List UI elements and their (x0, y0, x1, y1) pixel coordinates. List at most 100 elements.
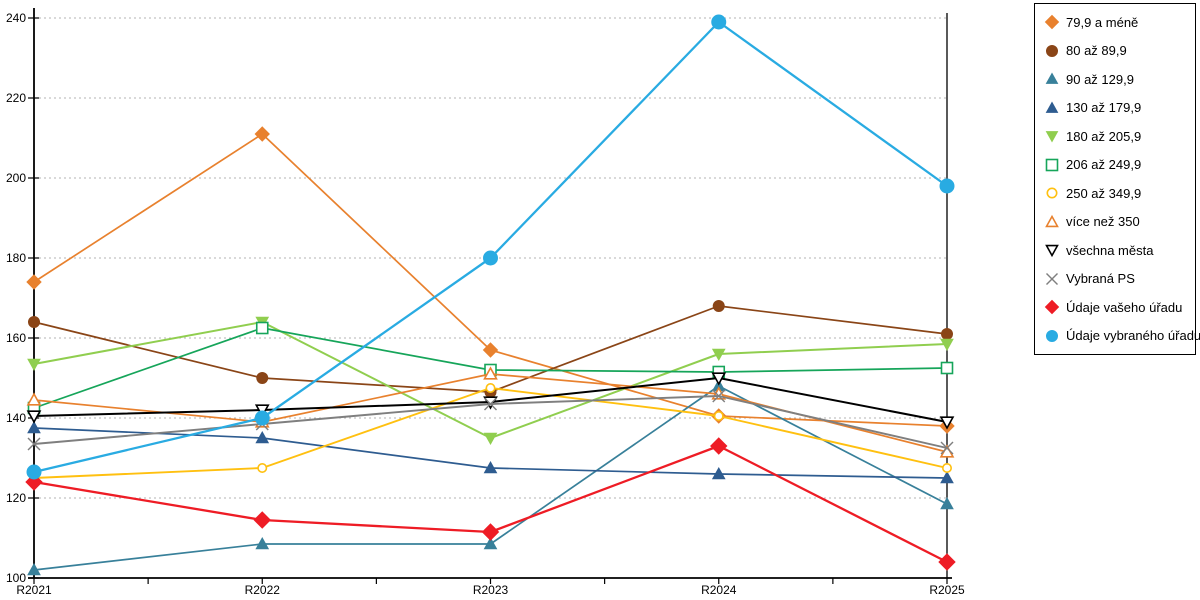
diamond-marker-icon (710, 437, 728, 455)
circle-marker-icon (483, 250, 498, 266)
circle-marker-icon (939, 178, 955, 194)
x-tick-label: R2023 (473, 583, 509, 597)
legend-marker-icon (1045, 72, 1059, 85)
y-tick-label: 160 (6, 331, 26, 345)
legend-item-8: všechna města (1043, 236, 1195, 264)
triangle-up-marker-icon (27, 562, 41, 576)
legend-marker-icon (1045, 131, 1059, 143)
diamond-marker-icon (938, 553, 956, 571)
legend-item-label: Údaje vašeho úřadu (1066, 299, 1183, 315)
triangle-down-marker-icon (940, 338, 954, 352)
legend-item-0: 79,9 a méně (1043, 8, 1195, 36)
legend-item-3: 130 až 179,9 (1043, 94, 1195, 122)
triangle-down-marker-icon (483, 432, 498, 446)
legend-marker-icon (1045, 245, 1059, 258)
x-tick-label: R2021 (16, 583, 52, 597)
legend-marker-icon (1046, 272, 1058, 285)
x-tick-label: R2024 (701, 583, 737, 597)
triangle-up-marker-icon (940, 470, 954, 484)
triangle-up-marker-icon (483, 536, 498, 550)
legend-marker-icon (1044, 300, 1060, 315)
diamond-marker-icon (26, 274, 42, 290)
legend-item-4: 180 až 205,9 (1043, 122, 1195, 150)
triangle-up-marker-icon (483, 366, 498, 380)
triangle-up-marker-icon (711, 466, 726, 480)
legend-item-2: 90 až 129,9 (1043, 65, 1195, 93)
legend-marker-icon (1044, 15, 1060, 30)
triangle-down-marker-icon (939, 416, 955, 430)
circle-marker-icon (26, 464, 42, 480)
y-tick-label: 140 (6, 411, 26, 425)
circle-marker-icon (712, 300, 725, 312)
legend-item-label: 206 až 249,9 (1066, 157, 1142, 173)
triangle-up-marker-icon (1045, 72, 1059, 85)
circle-marker-icon (1046, 187, 1058, 199)
circle-marker-icon (256, 372, 269, 384)
legend-item-label: 80 až 89,9 (1066, 43, 1127, 59)
legend-item-label: všechna města (1066, 242, 1154, 258)
triangle-down-marker-icon (27, 358, 41, 372)
circle-marker-icon (1046, 329, 1058, 342)
triangle-down-marker-icon (711, 372, 727, 386)
legend-item-7: více než 350 (1043, 208, 1195, 236)
legend-marker-icon (1046, 187, 1058, 199)
diamond-marker-icon (253, 511, 271, 529)
triangle-down-marker-icon (1045, 245, 1059, 258)
square-marker-icon (255, 321, 269, 335)
diamond-marker-icon (482, 342, 499, 358)
diamond-marker-icon (254, 126, 270, 142)
circle-marker-icon (28, 316, 40, 328)
legend-item-label: Údaje vybraného úřadu (1066, 328, 1200, 344)
legend-marker-icon (1045, 214, 1059, 227)
y-tick-label: 180 (6, 251, 26, 265)
triangle-up-marker-icon (26, 392, 42, 406)
x-marker-icon (940, 441, 954, 455)
legend-item-5: 206 až 249,9 (1043, 151, 1195, 179)
y-tick-label: 200 (6, 171, 26, 185)
triangle-up-marker-icon (255, 430, 270, 444)
circle-marker-icon (254, 410, 270, 426)
diamond-marker-icon (1044, 300, 1060, 315)
triangle-up-marker-icon (483, 460, 498, 474)
legend-marker-icon (1046, 44, 1058, 57)
plot-area: 100 120 140 160 180 200 220 240 R2021 R2022 R2023 R… (6, 8, 965, 597)
legend-item-1: 80 až 89,9 (1043, 37, 1195, 65)
circle-marker-icon (711, 14, 727, 30)
legend-item-11: Údaje vybraného úřadu (1043, 322, 1200, 350)
circle-marker-icon (485, 382, 496, 393)
circle-marker-icon (257, 462, 268, 473)
triangle-up-marker-icon (1045, 101, 1059, 113)
x-marker-icon (484, 397, 497, 411)
y-tick-label: 240 (6, 11, 26, 25)
circle-marker-icon (941, 328, 953, 340)
legend-box: 79,9 a méně 80 až 89,9 90 až 129,9 130 až 1… (1034, 3, 1200, 355)
legend-item-9: Vybraná PS (1043, 265, 1195, 293)
triangle-down-marker-icon (1045, 131, 1059, 143)
diamond-marker-icon (481, 523, 500, 541)
circle-marker-icon (1046, 44, 1058, 57)
square-marker-icon (940, 361, 954, 375)
x-marker-icon (27, 437, 41, 451)
y-tick-label: 220 (6, 91, 26, 105)
legend-item-label: 130 až 179,9 (1066, 100, 1142, 116)
diamond-marker-icon (1044, 15, 1060, 30)
y-tick-label: 100 (6, 571, 26, 585)
legend-item-10: Údaje vašeho úřadu (1043, 293, 1195, 321)
triangle-down-marker-icon (483, 396, 498, 410)
x-tick-label: R2025 (929, 583, 965, 597)
legend-item-label: 79,9 a méně (1066, 14, 1139, 30)
triangle-up-marker-icon (255, 536, 270, 550)
legend-item-label: 180 až 205,9 (1066, 128, 1142, 144)
legend-item-label: Vybraná PS (1066, 271, 1135, 287)
legend-marker-icon (1045, 158, 1059, 172)
x-tick-label: R2022 (245, 583, 281, 597)
x-marker-icon (712, 389, 726, 403)
triangle-up-marker-icon (27, 420, 41, 434)
triangle-up-marker-icon (940, 496, 954, 510)
triangle-down-marker-icon (711, 348, 726, 362)
circle-marker-icon (713, 410, 724, 421)
circle-marker-icon (941, 462, 952, 473)
triangle-up-marker-icon (1045, 214, 1059, 227)
legend-marker-icon (1046, 329, 1058, 342)
